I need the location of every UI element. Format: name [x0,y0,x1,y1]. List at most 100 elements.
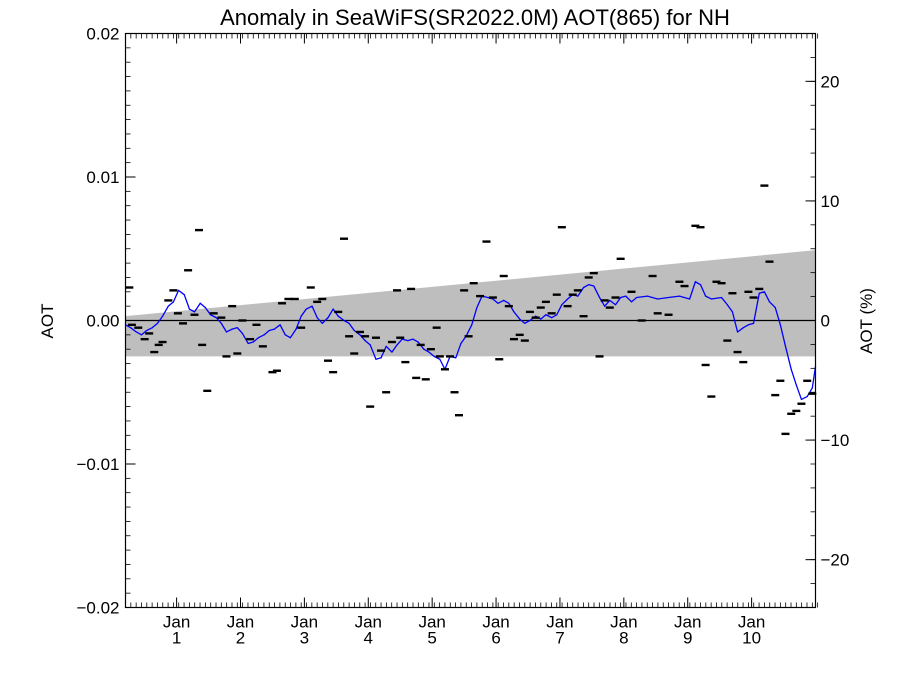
series-point [215,317,217,319]
series-point [503,299,505,302]
series-point [353,329,355,332]
series-point [705,295,707,297]
series-point [790,368,792,370]
series-point [247,342,249,345]
x-tick-label-year: 7 [555,629,564,648]
y-axis-label-right: AOT (%) [857,288,876,354]
x-tick-label-year: 5 [427,629,436,648]
x-tick-label-month: Jan [674,613,701,632]
series-point [241,332,244,335]
x-tick-label-month: Jan [227,613,254,632]
series-point [156,322,159,324]
series-point [614,304,617,306]
series-point [177,289,180,291]
series-point [508,302,510,304]
series-point [225,331,228,333]
series-point [736,331,739,333]
series-point [768,301,771,303]
series-point [417,341,419,343]
series-point [337,315,339,317]
confidence-band-layer [125,250,816,357]
series-point [236,327,238,329]
x-tick-label-year: 2 [236,629,245,648]
tick-layer: 0.020.010.00−0.01−0.0220100−10−20Jan1Jan… [76,25,849,648]
series-point [167,305,169,307]
series-point [529,319,531,322]
series-point [545,314,547,316]
series-point [375,358,377,360]
series-point [289,337,291,339]
series-point [380,357,382,359]
series-point [327,317,329,319]
series-point [593,285,595,287]
series-point [428,351,430,353]
series-point [135,331,137,333]
series-point [311,305,313,307]
series-point [811,387,813,389]
series-point [588,284,590,286]
series-layer [124,184,817,436]
y-tick-label: 0.02 [86,25,119,44]
series-point [556,314,558,316]
series-point [279,324,281,326]
x-tick-label-month: Jan [482,613,509,632]
y-right-tick-label: 0 [821,312,830,331]
series-point [332,308,334,310]
series-point [784,345,787,347]
series-point [540,318,542,320]
series-point [183,294,185,296]
series-point [519,318,521,320]
x-tick-label-month: Jan [546,613,573,632]
series-point [567,298,569,300]
series-point [321,322,323,324]
y-tick-label: 0.00 [86,312,119,331]
series-point [140,334,143,336]
series-point [726,304,728,306]
series-point [471,324,473,326]
series-point [800,398,803,401]
x-tick-label-year: 4 [364,629,373,648]
series-point [172,301,175,303]
series-point [598,296,601,299]
series-point [391,351,393,353]
series-point [561,304,563,306]
series-point [204,306,206,309]
series-point [257,337,259,339]
series-point [577,295,579,297]
series-point [774,306,776,309]
y-right-tick-label: −10 [821,431,850,450]
y-right-tick-label: −20 [821,551,850,570]
chart-title: Anomaly in SeaWiFS(SR2022.0M) AOT(865) f… [220,5,730,30]
series-point [145,329,148,332]
series-point [636,296,638,299]
series-point [513,311,515,313]
series-point [497,302,499,304]
series-point [220,322,222,324]
series-point [460,342,462,345]
series-point [364,339,366,342]
series-point [524,322,526,324]
series-point [758,292,760,294]
x-tick-label-year: 10 [742,629,761,648]
series-point [582,286,585,289]
series-point [130,327,132,329]
y-axis-label-left: AOT [38,304,57,339]
series-point [720,296,723,299]
x-tick-label-month: Jan [163,613,190,632]
series-point [412,338,414,340]
series-point [273,328,275,330]
series-point [487,296,489,299]
series-point [199,302,201,304]
x-tick-label-month: Jan [291,613,318,632]
series-point [359,334,361,336]
x-tick-label-year: 1 [172,629,181,648]
series-point [806,395,808,398]
x-tick-label-year: 3 [300,629,309,648]
series-point [646,295,649,297]
series-point [625,295,627,297]
series-point [678,295,681,297]
series-point [385,345,387,347]
x-tick-label-year: 8 [619,629,628,648]
series-point [231,328,233,330]
